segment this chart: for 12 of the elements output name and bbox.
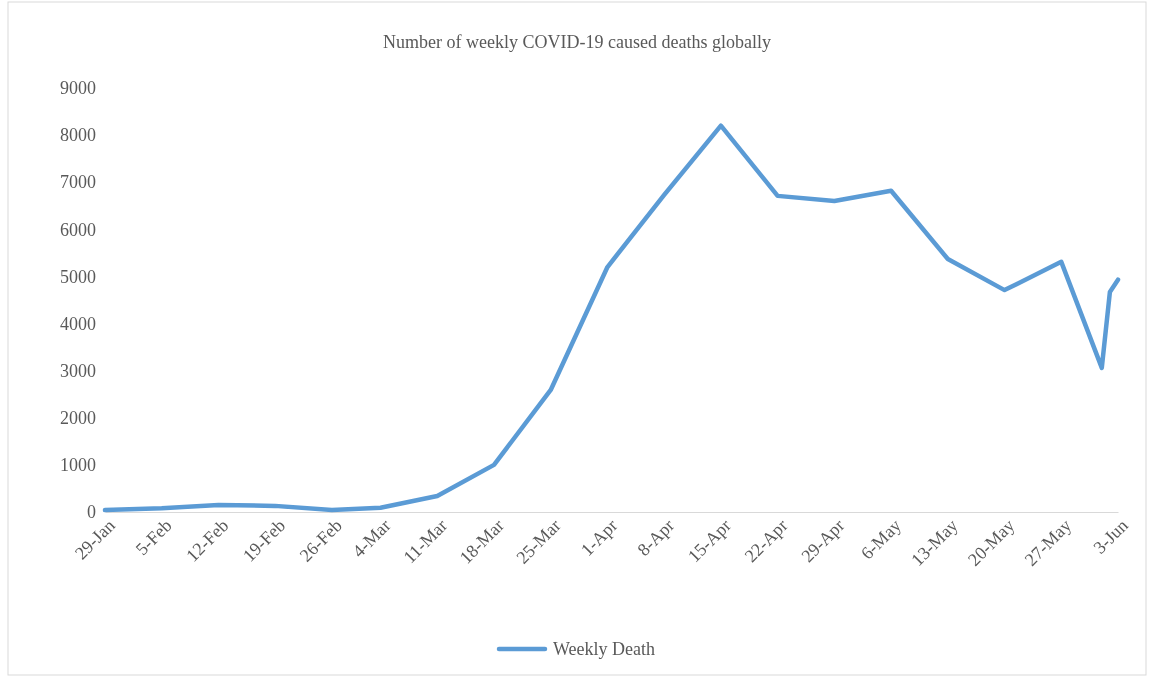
y-tick-label: 7000 bbox=[60, 172, 96, 193]
y-tick-label: 1000 bbox=[60, 455, 96, 476]
y-tick-label: 3000 bbox=[60, 360, 96, 381]
y-tick-label: 0 bbox=[87, 502, 96, 523]
y-tick-label: 9000 bbox=[60, 78, 96, 99]
chart-title: Number of weekly COVID-19 caused deaths globally bbox=[383, 32, 771, 52]
y-tick-label: 4000 bbox=[60, 313, 96, 334]
y-tick-label: 5000 bbox=[60, 266, 96, 287]
legend-label: Weekly Death bbox=[552, 639, 656, 660]
y-tick-label: 2000 bbox=[60, 408, 96, 429]
y-tick-label: 6000 bbox=[60, 219, 96, 240]
y-tick-label: 8000 bbox=[60, 125, 96, 146]
